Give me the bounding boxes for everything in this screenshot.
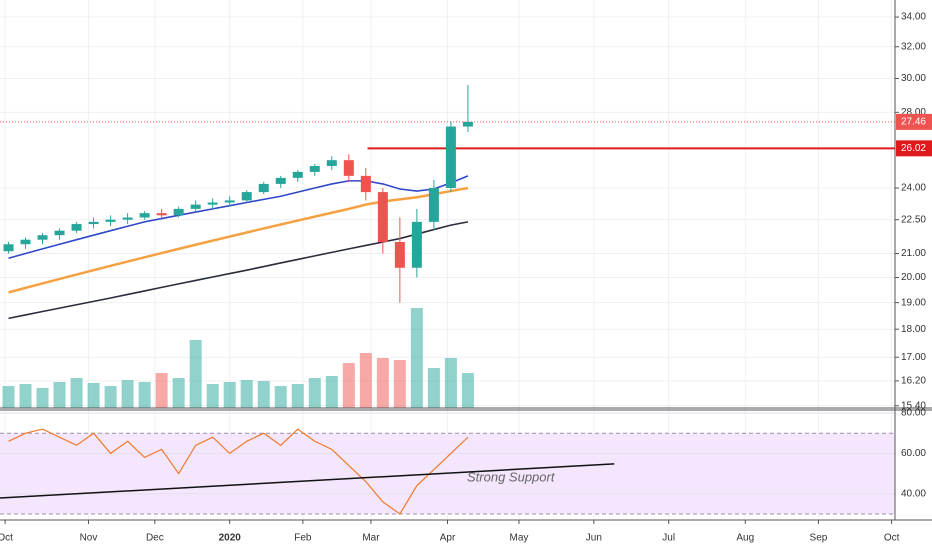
candle-body xyxy=(411,221,422,268)
volume-bar xyxy=(104,386,117,408)
x-tick-label: Jun xyxy=(586,533,602,544)
volume-bar xyxy=(291,384,304,408)
x-tick-label: Apr xyxy=(440,533,456,544)
moving-average xyxy=(8,221,469,320)
y-tick-label: 20.00 xyxy=(901,272,926,283)
candle-body xyxy=(428,187,439,222)
y-tick-label: 17.00 xyxy=(901,352,926,363)
candle-body xyxy=(292,171,303,178)
rsi-tick-label: 60.00 xyxy=(901,448,926,459)
volume-bar xyxy=(36,388,49,408)
candle-body xyxy=(139,213,150,218)
x-tick-label: Jul xyxy=(662,533,675,544)
volume-bar xyxy=(206,384,219,408)
candle-body xyxy=(275,177,286,184)
price-label-box xyxy=(896,113,932,130)
volume-bar xyxy=(461,373,474,408)
volume-bar xyxy=(359,353,372,408)
volume-bar xyxy=(155,373,168,408)
price-label: 26.02 xyxy=(901,143,926,154)
y-tick-label: 28.00 xyxy=(901,107,926,118)
candle-body xyxy=(377,192,388,242)
y-tick-label: 30.00 xyxy=(901,73,926,84)
candle-body xyxy=(54,230,65,236)
volume-bar xyxy=(53,382,66,408)
volume-bar xyxy=(70,378,83,408)
x-tick-label: Nov xyxy=(80,533,98,544)
rsi-tick-label: 40.00 xyxy=(901,488,926,499)
x-tick-label: 2020 xyxy=(219,533,242,544)
volume-bar xyxy=(223,382,236,408)
x-tick-label: Mar xyxy=(362,533,380,544)
candle-body xyxy=(156,213,167,216)
rsi-line xyxy=(8,428,469,515)
volume-bar xyxy=(376,358,389,408)
candle-body xyxy=(190,204,201,209)
y-tick-label: 22.50 xyxy=(901,214,926,225)
candle-body xyxy=(241,192,252,201)
y-tick-label: 24.00 xyxy=(901,183,926,194)
volume-bar xyxy=(19,384,32,408)
y-tick-label: 21.00 xyxy=(901,248,926,259)
volume-bar xyxy=(121,380,134,408)
x-tick-label: May xyxy=(510,533,529,544)
annotation: Strong Support xyxy=(467,469,556,484)
volume-bar xyxy=(427,368,440,408)
volume-bar xyxy=(342,363,355,408)
candle-body xyxy=(326,160,337,166)
candle-body xyxy=(394,241,405,268)
volume-bar xyxy=(138,382,151,408)
volume-bar xyxy=(444,358,457,408)
x-tick-label: Feb xyxy=(294,533,312,544)
volume-bar xyxy=(410,308,423,408)
x-tick-label: Oct xyxy=(884,533,900,544)
candle-body xyxy=(3,244,14,252)
trend-line xyxy=(0,463,615,499)
candle-body xyxy=(88,221,99,225)
y-tick-label: 34.00 xyxy=(901,12,926,23)
candle-body xyxy=(224,200,235,203)
candle-body xyxy=(258,183,269,193)
candle-body xyxy=(360,175,371,193)
candle-body xyxy=(71,224,82,231)
candle-body xyxy=(173,208,184,216)
volume-bar xyxy=(172,378,185,408)
candle-body xyxy=(37,235,48,240)
candle-body xyxy=(445,126,456,188)
volume-bar xyxy=(274,386,287,408)
volume-bar xyxy=(87,383,100,408)
y-tick-label: 16.20 xyxy=(901,376,926,387)
candle-body xyxy=(309,165,320,172)
y-tick-label: 19.00 xyxy=(901,297,926,308)
volume-bar xyxy=(240,380,253,408)
volume-bar xyxy=(189,340,202,408)
volume-bar xyxy=(257,381,270,408)
volume-bar xyxy=(325,376,338,408)
volume-bar xyxy=(308,378,321,408)
x-tick-label: Dec xyxy=(146,533,164,544)
moving-average xyxy=(8,186,469,294)
candle-body xyxy=(343,160,354,176)
candle-body xyxy=(20,239,31,245)
rsi-tick-label: 80.00 xyxy=(901,408,926,419)
candle-body xyxy=(105,219,116,222)
y-tick-label: 32.00 xyxy=(901,41,926,52)
price-label-box xyxy=(896,140,932,157)
y-tick-label: 15.40 xyxy=(901,400,926,411)
x-tick-label: Sep xyxy=(810,533,828,544)
y-tick-label: 18.00 xyxy=(901,324,926,335)
candle-body xyxy=(207,202,218,205)
candle-body xyxy=(122,217,133,220)
price-label: 27.46 xyxy=(901,117,926,128)
volume-bar xyxy=(2,386,15,408)
moving-average xyxy=(8,175,469,259)
candle-body xyxy=(462,121,473,127)
volume-bar xyxy=(393,360,406,408)
x-tick-label: Aug xyxy=(736,533,754,544)
x-tick-label: Oct xyxy=(0,533,13,544)
